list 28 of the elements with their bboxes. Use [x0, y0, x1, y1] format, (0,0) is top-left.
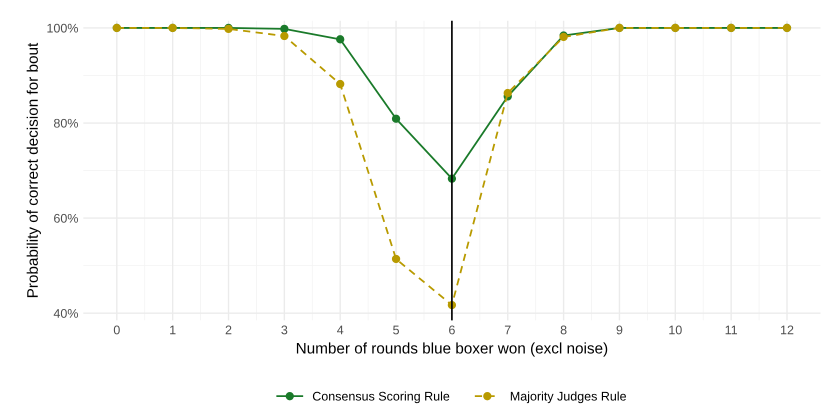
y-tick-label: 40% [54, 308, 78, 318]
point [280, 24, 289, 34]
y-tick-label: 80% [54, 118, 78, 128]
x-tick-label: 0 [114, 326, 120, 334]
y-tick-label: 60% [54, 214, 78, 223]
point [392, 114, 400, 123]
point [392, 254, 400, 264]
point [280, 32, 289, 40]
point [504, 88, 512, 98]
legend-label: Consensus Scoring Rule [312, 391, 450, 404]
x-tick-label: 12 [781, 326, 794, 334]
x-tick-label: 7 [504, 326, 511, 334]
y-tick-label: 100% [47, 24, 78, 33]
x-tick-label: 10 [669, 326, 682, 334]
x-tick-label: 8 [560, 326, 567, 334]
x-tick-label: 3 [281, 326, 288, 334]
point [336, 35, 344, 44]
x-tick-label: 2 [226, 326, 232, 334]
x-axis-title: Number of rounds blue boxer won (excl noise) [296, 342, 608, 357]
x-tick-label: 11 [726, 326, 738, 334]
x-tick-label: 6 [449, 326, 455, 334]
x-tick-label: 5 [393, 326, 400, 334]
x-tick-label: 1 [170, 326, 176, 334]
legend-label: Majority Judges Rule [510, 391, 626, 404]
y-axis-title: Probability of correct decision for bout [26, 42, 41, 298]
x-tick-label: 9 [616, 326, 622, 334]
x-tick-label: 4 [337, 326, 344, 334]
point [336, 80, 344, 88]
